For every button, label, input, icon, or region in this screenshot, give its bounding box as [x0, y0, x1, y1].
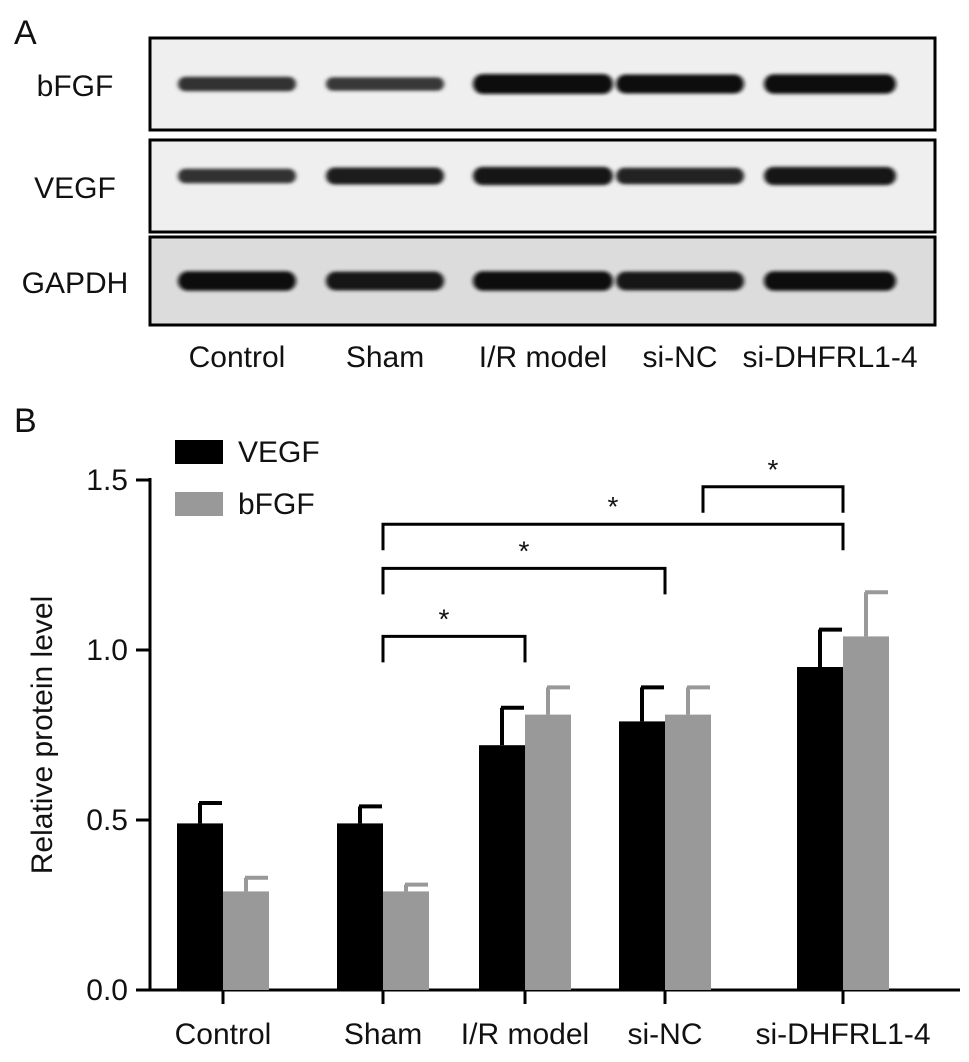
panel-b-label: B — [14, 402, 37, 440]
band-bfgf-si-dhfrl1-4 — [764, 74, 896, 94]
blot-gapdh: GAPDH — [22, 235, 937, 327]
bar-bfgf-si-nc — [665, 714, 711, 990]
band-gapdh-i-r-model — [473, 271, 613, 291]
protein-label-vegf: VEGF — [34, 172, 116, 205]
band-bfgf-i-r-model — [473, 74, 613, 94]
blot-vegf: VEGF — [34, 138, 937, 234]
x-tick-label-sham: Sham — [344, 1018, 422, 1051]
bar-vegf-i-r-model — [479, 745, 525, 990]
bar-vegf-si-nc — [619, 721, 665, 990]
x-tick-label-i-r-model: I/R model — [461, 1018, 589, 1051]
bar-vegf-sham — [337, 823, 383, 990]
y-tick-label: 1.0 — [86, 634, 128, 667]
y-tick-label: 1.5 — [86, 464, 128, 497]
significance-bracket — [381, 634, 527, 663]
legend-swatch-vegf — [175, 440, 223, 464]
significance-bracket — [381, 522, 845, 551]
blot-frame-vegf — [148, 138, 937, 234]
band-vegf-si-dhfrl1-4 — [764, 166, 896, 186]
band-vegf-sham — [326, 167, 444, 185]
legend-label-bfgf: bFGF — [238, 488, 315, 521]
y-tick-label: 0.0 — [86, 974, 128, 1007]
x-tick-label-si-nc: si-NC — [628, 1018, 703, 1051]
lane-label-si-nc: si-NC — [643, 341, 718, 374]
panel-a-label: A — [14, 14, 37, 52]
lane-label-sham: Sham — [346, 341, 424, 374]
band-vegf-si-nc — [616, 167, 744, 185]
band-vegf-control — [178, 168, 296, 184]
blot-bfgf: bFGF — [37, 36, 937, 132]
significance-star: * — [608, 491, 619, 522]
band-gapdh-si-dhfrl1-4 — [764, 271, 896, 291]
bar-bfgf-control — [223, 891, 269, 990]
protein-label-bfgf: bFGF — [37, 70, 114, 103]
bar-bfgf-i-r-model — [525, 714, 571, 990]
y-tick-label: 0.5 — [86, 804, 128, 837]
x-tick-label-si-dhfrl1-4: si-DHFRL1-4 — [755, 1018, 930, 1051]
bar-vegf-control — [177, 823, 223, 990]
bar-bfgf-si-dhfrl1-4 — [843, 636, 889, 990]
bar-bfgf-sham — [383, 891, 429, 990]
band-gapdh-control — [178, 271, 296, 291]
protein-label-gapdh: GAPDH — [22, 267, 129, 300]
band-bfgf-si-nc — [616, 74, 744, 94]
y-axis-label: Relative protein level — [26, 596, 59, 874]
band-bfgf-control — [178, 76, 296, 92]
lane-label-si-dhfrl1-4: si-DHFRL1-4 — [742, 341, 917, 374]
significance-star: * — [768, 454, 779, 485]
significance-star: * — [519, 535, 530, 566]
significance-bracket — [701, 485, 845, 513]
legend-swatch-bfgf — [175, 492, 223, 516]
bar-chart-panel: B 0.0 0.5 1.0 1.5 Relative protein level Cont… — [14, 402, 960, 1051]
bar-vegf-si-dhfrl1-4 — [797, 667, 843, 990]
significance-star: * — [439, 603, 450, 634]
lane-label-control: Control — [189, 341, 286, 374]
band-gapdh-sham — [326, 271, 444, 291]
significance-bracket — [381, 566, 667, 595]
legend-label-vegf: VEGF — [238, 436, 320, 469]
band-vegf-i-r-model — [473, 166, 613, 186]
x-tick-label-control: Control — [175, 1018, 272, 1051]
lane-label-i-r-model: I/R model — [479, 341, 607, 374]
western-blot-panel: A bFGF VEGF GAPDH Control Sham I/R model si-NC… — [14, 14, 937, 374]
band-bfgf-sham — [326, 77, 444, 91]
band-gapdh-si-nc — [616, 271, 744, 291]
